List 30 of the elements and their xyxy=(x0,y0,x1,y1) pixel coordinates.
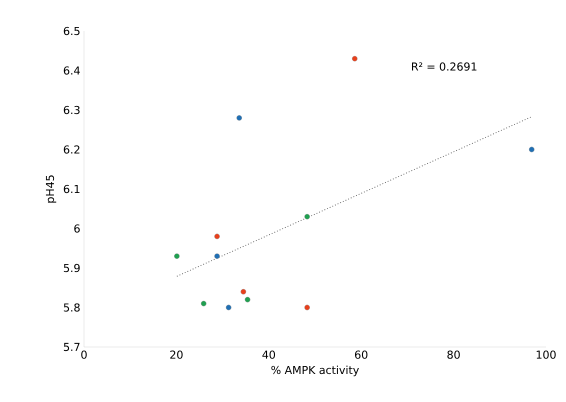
y-tick-label: 6.2 xyxy=(64,145,80,154)
y-tick-label: 6.4 xyxy=(64,66,80,75)
x-tick-label: 0 xyxy=(81,350,87,359)
x-tick-label: 20 xyxy=(170,350,183,359)
point xyxy=(304,304,310,310)
y-tick-label: 6.1 xyxy=(64,184,80,194)
x-tick-label: 60 xyxy=(354,350,368,359)
point xyxy=(236,115,242,121)
y-tick-label: 6 xyxy=(74,224,80,233)
point xyxy=(200,300,206,306)
point xyxy=(214,234,220,240)
y-tick-label: 5.7 xyxy=(64,342,80,352)
x-tick-label: 100 xyxy=(536,350,556,359)
y-tick-label: 5.8 xyxy=(64,303,80,312)
point xyxy=(214,253,220,259)
point xyxy=(304,214,310,220)
point xyxy=(174,253,180,259)
point xyxy=(352,56,358,62)
x-axis-title: % AMPK activity xyxy=(271,366,359,376)
point xyxy=(240,288,246,294)
point xyxy=(226,304,232,310)
annotation: R² = 0.2691 xyxy=(412,62,476,71)
x-tick-label: 80 xyxy=(447,350,460,359)
y-tick-label: 5.9 xyxy=(64,264,80,272)
x-tick-label: 40 xyxy=(262,350,276,359)
y-tick-label: 6.3 xyxy=(64,106,80,114)
point xyxy=(244,296,250,302)
point xyxy=(528,146,534,152)
y-tick-label: 6.5 xyxy=(64,26,80,36)
y-axis-title: pH45 xyxy=(46,175,56,203)
